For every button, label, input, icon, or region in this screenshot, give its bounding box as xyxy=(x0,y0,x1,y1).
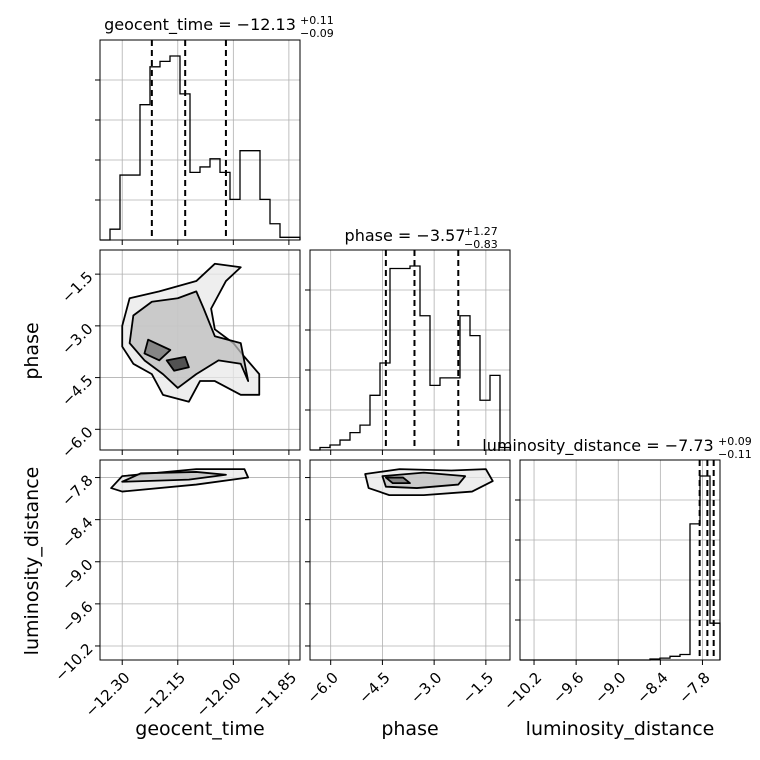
y-tick-label: −3.0 xyxy=(58,320,96,358)
y-tick-label: −9.0 xyxy=(58,556,96,594)
title-phase-sub: −0.83 xyxy=(464,238,498,251)
y-tick-label: −1.5 xyxy=(58,268,96,306)
histogram-geocent_time xyxy=(95,39,301,245)
panel-frame xyxy=(99,39,301,241)
x-tick-label: −7.8 xyxy=(675,669,713,707)
density-geocent_time-phase xyxy=(95,249,301,455)
title-geocent-time: geocent_time = −12.13 xyxy=(104,15,296,35)
y-tick-label: −7.8 xyxy=(58,471,96,509)
histogram-step-geocent_time xyxy=(100,55,301,241)
panel-frame xyxy=(309,249,511,451)
x-tick-label: −8.4 xyxy=(633,669,671,707)
x-tick-label: −12.00 xyxy=(193,669,245,721)
x-tick-label: −12.30 xyxy=(82,669,134,721)
title-luminosity-distance: luminosity_distance = −7.73 xyxy=(482,436,713,456)
title-geocent-time-sup: +0.11 xyxy=(300,14,334,27)
xlabel-phase: phase xyxy=(381,718,438,740)
ylabel-phase: phase xyxy=(21,322,43,379)
contour-level-3 xyxy=(165,355,190,372)
y-tick-label: −10.2 xyxy=(51,640,96,685)
contour-level-1 xyxy=(381,471,467,489)
x-tick-label: −9.0 xyxy=(591,669,629,707)
panel-frame xyxy=(519,459,721,661)
x-tick-label: −11.85 xyxy=(248,669,300,721)
ylabel-luminosity-distance: luminosity_distance xyxy=(21,467,43,656)
x-tick-label: −12.15 xyxy=(137,669,189,721)
y-tick-label: −8.4 xyxy=(58,513,96,551)
density-geocent_time-luminosity_distance xyxy=(95,459,301,665)
histogram-luminosity_distance xyxy=(515,459,721,665)
x-tick-label: −1.5 xyxy=(459,669,497,707)
contour-level-2 xyxy=(143,338,172,362)
panel-frame xyxy=(99,249,301,451)
panel-frame xyxy=(309,459,511,661)
y-tick-label: −9.6 xyxy=(58,598,96,636)
x-tick-label: −3.0 xyxy=(407,669,445,707)
title-geocent-time-sub: −0.09 xyxy=(300,27,334,40)
title-phase: phase = −3.57 xyxy=(345,226,466,245)
histogram-step-luminosity_distance xyxy=(520,475,721,661)
title-luminosity-distance-sub: −0.11 xyxy=(718,448,752,461)
y-tick-label: −4.5 xyxy=(58,371,96,409)
xlabel-luminosity-distance: luminosity_distance xyxy=(526,718,715,740)
contour-level-2 xyxy=(384,476,411,485)
contour-level-1 xyxy=(128,290,250,389)
histogram-phase xyxy=(305,249,511,455)
title-phase-sup: +1.27 xyxy=(464,225,498,238)
histogram-step-phase xyxy=(310,265,511,451)
x-tick-label: −10.2 xyxy=(500,669,545,714)
y-tick-label: −6.0 xyxy=(58,423,96,461)
x-tick-label: −4.5 xyxy=(355,669,393,707)
density-phase-luminosity_distance xyxy=(305,459,511,665)
x-tick-label: −6.0 xyxy=(304,669,342,707)
panel-frame xyxy=(99,459,301,661)
contour-level-1 xyxy=(121,471,227,483)
title-luminosity-distance-sup: +0.09 xyxy=(718,435,752,448)
x-tick-label: −9.6 xyxy=(549,669,587,707)
xlabel-geocent-time: geocent_time xyxy=(135,718,264,740)
